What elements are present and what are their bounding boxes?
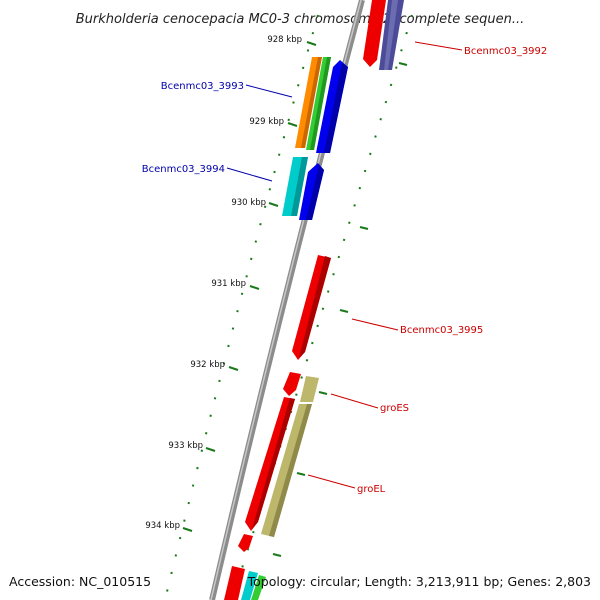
gene-feature-green-shade bbox=[310, 57, 331, 150]
kbp-ticks bbox=[182, 41, 408, 557]
tick-label: 930 kbp bbox=[231, 198, 266, 208]
map-title: Burkholderia cenocepacia MC0-3 chromosom… bbox=[76, 12, 524, 27]
gene-feature-navy-highlight bbox=[384, 0, 398, 70]
gene-feature-orange-shade bbox=[301, 57, 322, 148]
tick-label: 929 kbp bbox=[249, 117, 284, 127]
gene-feature-red-bottom2 bbox=[224, 566, 245, 600]
gene-label-groel: groEL bbox=[357, 484, 386, 495]
label-leaders bbox=[226, 41, 463, 489]
guide-arcs bbox=[164, 14, 413, 600]
gene-feature-blue-3993-shade bbox=[324, 63, 348, 153]
gene-feature-cyan-bottom bbox=[241, 571, 258, 600]
tick-label: 934 kbp bbox=[145, 521, 180, 531]
topology-summary-text: Topology: circular; Length: 3,213,911 bp… bbox=[247, 574, 591, 589]
leader-line-bcenmc03-3993 bbox=[245, 84, 293, 98]
outer-tick bbox=[318, 391, 328, 395]
kbp-tick bbox=[249, 285, 260, 290]
outer-tick bbox=[272, 553, 282, 557]
gene-label-bcenmc03-3992: Bcenmc03_3992 bbox=[464, 46, 547, 57]
gene-feature-groes bbox=[300, 376, 319, 402]
gene-feature-red-bottom bbox=[238, 534, 253, 552]
tick-label: 928 kbp bbox=[267, 35, 302, 45]
gene-feature-green-bottom bbox=[251, 575, 266, 600]
inner-guide-arc bbox=[164, 14, 319, 600]
kbp-tick bbox=[182, 527, 193, 532]
leader-line-groes bbox=[330, 393, 379, 409]
outer-tick bbox=[339, 309, 349, 313]
leader-line-bcenmc03-3995 bbox=[351, 318, 399, 331]
tick-label: 933 kbp bbox=[168, 441, 203, 451]
leader-line-bcenmc03-3992 bbox=[414, 41, 463, 51]
gene-label-bcenmc03-3994: Bcenmc03_3994 bbox=[142, 164, 225, 175]
gene-label-bcenmc03-3993: Bcenmc03_3993 bbox=[161, 81, 244, 92]
gene-feature-groel-shade bbox=[269, 404, 312, 537]
gene-feature-blue-3994-shade bbox=[306, 165, 324, 220]
gene-feature-bcenmc03-3992 bbox=[363, 0, 386, 67]
gene-feature-red-small bbox=[283, 372, 301, 396]
kbp-tick bbox=[268, 202, 279, 207]
kbp-tick bbox=[306, 41, 317, 46]
tick-label: 931 kbp bbox=[211, 279, 246, 289]
kbp-tick-labels: 928 kbp 929 kbp 930 kbp 931 kbp 932 kbp … bbox=[145, 35, 302, 531]
leader-line-bcenmc03-3994 bbox=[226, 167, 273, 182]
leader-line-groel bbox=[307, 474, 356, 489]
gene-feature-red-long-shade bbox=[252, 398, 295, 529]
gene-label-groes: groES bbox=[380, 403, 409, 414]
gene-feature-bcenmc03-3995-shade bbox=[299, 256, 331, 358]
outer-tick bbox=[296, 472, 306, 476]
kbp-tick bbox=[228, 366, 239, 371]
kbp-tick bbox=[287, 122, 298, 127]
outer-tick bbox=[398, 62, 408, 66]
gene-features bbox=[224, 0, 404, 600]
outer-tick bbox=[359, 226, 369, 230]
gene-label-bcenmc03-3995: Bcenmc03_3995 bbox=[400, 325, 483, 336]
gene-feature-cyan-shade bbox=[291, 157, 308, 216]
gene-labels: Bcenmc03_3992 Bcenmc03_3993 Bcenmc03_399… bbox=[142, 46, 548, 495]
accession-text: Accession: NC_010515 bbox=[9, 574, 151, 589]
tick-label: 932 kbp bbox=[190, 360, 225, 370]
kbp-tick bbox=[205, 447, 216, 452]
